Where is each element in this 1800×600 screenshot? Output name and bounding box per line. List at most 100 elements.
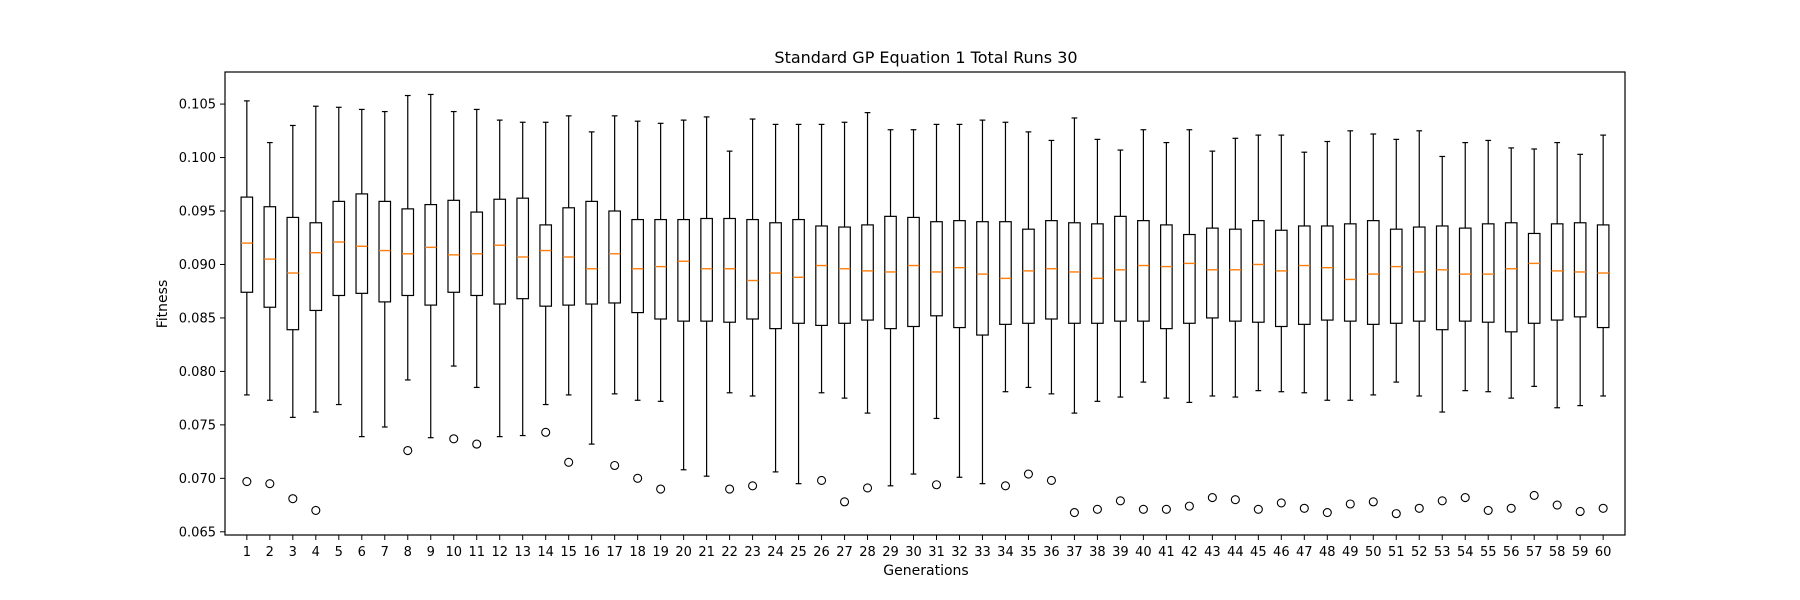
x-tick-label: 46 (1273, 545, 1290, 560)
box-10 (447, 110, 461, 444)
outlier-point (1230, 495, 1240, 505)
box-54 (1458, 141, 1472, 503)
x-tick-label: 32 (951, 545, 968, 560)
x-tick-label: 30 (905, 545, 922, 560)
box-30 (907, 129, 920, 475)
iqr-box (447, 199, 461, 293)
iqr-box (723, 217, 736, 323)
x-tick-label: 55 (1480, 545, 1497, 560)
iqr-box (907, 216, 920, 328)
iqr-box (1481, 223, 1495, 323)
outlier-point (1575, 506, 1585, 517)
outlier-point (265, 479, 275, 489)
box-3 (286, 124, 300, 504)
box-22 (723, 150, 736, 494)
iqr-box (516, 197, 530, 300)
y-tick-label: 0.095 (179, 205, 216, 220)
iqr-box (1412, 226, 1426, 322)
x-tick-label: 33 (974, 545, 991, 560)
box-24 (769, 123, 782, 473)
iqr-box (1045, 220, 1058, 320)
box-20 (677, 119, 690, 471)
outlier-point (862, 483, 873, 493)
x-tick-label: 52 (1411, 545, 1428, 560)
iqr-box (1022, 228, 1035, 324)
iqr-box (355, 193, 369, 294)
box-40 (1137, 129, 1150, 514)
x-tick-label: 42 (1181, 545, 1198, 560)
y-tick-label: 0.075 (179, 418, 216, 433)
x-tick-label: 5 (335, 545, 343, 560)
iqr-box (838, 226, 851, 324)
outlier-point (931, 480, 942, 490)
x-tick-label: 40 (1135, 545, 1152, 560)
box-6 (355, 108, 369, 438)
x-tick-label: 27 (836, 545, 853, 560)
x-tick-label: 31 (928, 545, 945, 560)
x-tick-label: 7 (381, 545, 389, 560)
iqr-box (539, 224, 553, 307)
iqr-box (1206, 227, 1219, 319)
x-axis-label: Generations (883, 563, 968, 579)
x-tick-label: 8 (404, 545, 412, 560)
box-52 (1412, 130, 1426, 513)
box-60 (1596, 134, 1610, 513)
outlier-point (1138, 504, 1148, 514)
outlier-point (564, 457, 574, 467)
x-tick-label: 6 (358, 545, 366, 560)
x-tick-label: 24 (767, 545, 784, 560)
x-tick-label: 35 (1020, 545, 1037, 560)
box-49 (1343, 130, 1357, 509)
outlier-point (1092, 504, 1102, 514)
x-tick-label: 59 (1572, 545, 1589, 560)
box-42 (1183, 129, 1196, 511)
box-18 (631, 120, 644, 483)
outlier-point (610, 460, 620, 471)
outlier-point (1391, 509, 1401, 519)
iqr-box (1274, 229, 1288, 328)
x-tick-label: 48 (1319, 545, 1336, 560)
iqr-box (263, 206, 277, 308)
iqr-box (1160, 224, 1173, 330)
x-tick-label: 9 (427, 545, 435, 560)
iqr-box (953, 220, 966, 329)
x-tick-label: 56 (1503, 545, 1520, 560)
plot-frame (224, 71, 1626, 536)
iqr-box (240, 196, 254, 293)
box-36 (1045, 139, 1058, 486)
box-46 (1274, 134, 1288, 508)
x-tick-label: 47 (1296, 545, 1313, 560)
x-tick-label: 20 (675, 545, 692, 560)
iqr-box (1114, 215, 1127, 322)
box-33 (976, 119, 989, 485)
outlier-point (1299, 503, 1309, 513)
iqr-box (1297, 225, 1311, 325)
outlier-point (472, 439, 482, 449)
outlier-point (1552, 500, 1562, 510)
box-1 (240, 100, 254, 487)
x-tick-label: 45 (1250, 545, 1267, 560)
box-16 (585, 131, 599, 445)
outlier-point (1368, 497, 1378, 507)
iqr-box (1068, 222, 1081, 324)
iqr-box (1251, 220, 1265, 323)
box-11 (470, 108, 484, 449)
box-4 (309, 105, 323, 515)
box-29 (884, 129, 897, 487)
x-tick-label: 29 (882, 545, 899, 560)
outlier-point (1529, 490, 1539, 500)
box-59 (1573, 153, 1587, 517)
iqr-box (1228, 228, 1242, 322)
iqr-box (585, 200, 599, 305)
x-tick-label: 13 (514, 545, 531, 560)
iqr-box (401, 208, 415, 297)
box-38 (1091, 138, 1104, 514)
iqr-box (746, 218, 759, 320)
x-tick-label: 21 (698, 545, 715, 560)
outlier-point (633, 473, 643, 483)
outlier-point (656, 484, 666, 494)
y-tick-label: 0.085 (179, 311, 216, 326)
x-tick-label: 17 (606, 545, 623, 560)
x-tick-label: 34 (997, 545, 1014, 560)
